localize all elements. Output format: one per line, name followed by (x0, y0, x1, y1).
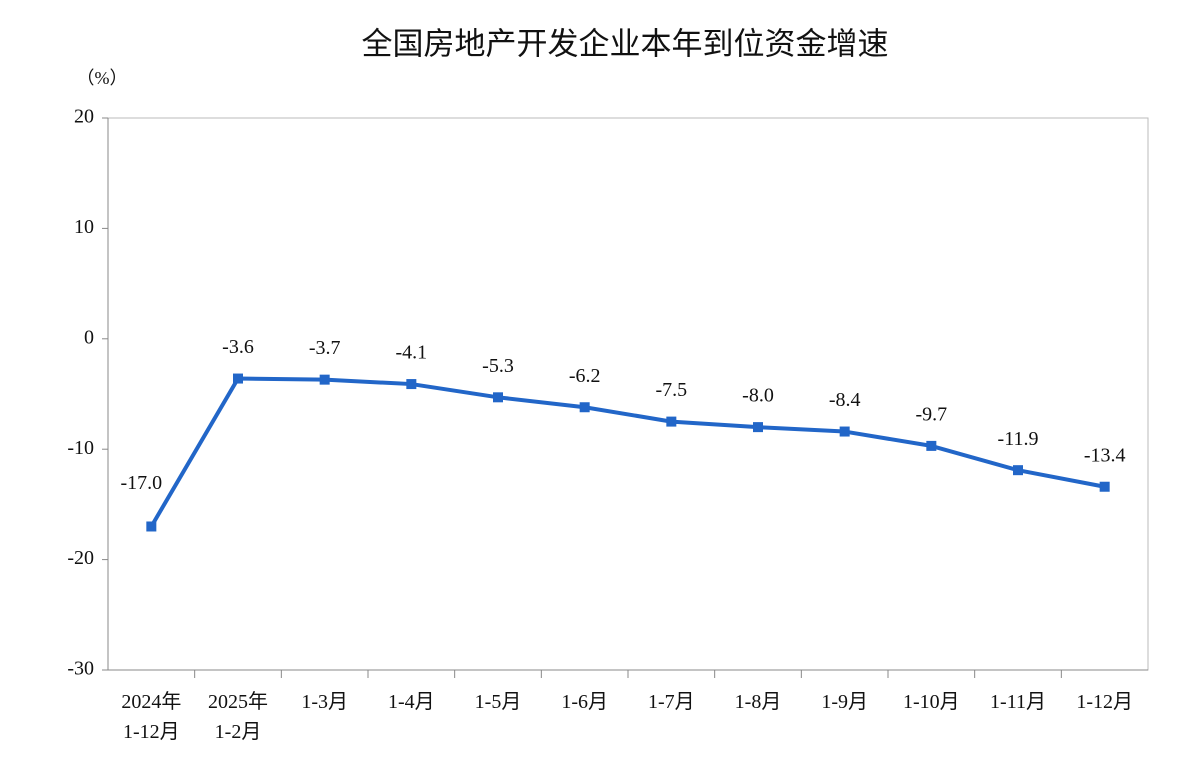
marker (839, 426, 850, 437)
y-axis-label: （%） (77, 68, 128, 88)
marker (233, 373, 243, 384)
plot-frame (107, 117, 1149, 671)
value-label: -4.1 (395, 342, 427, 364)
marker (666, 416, 677, 427)
x-tick-label: 2025年 1-2月 (208, 691, 268, 743)
y-tick-label: 20 (74, 106, 94, 128)
x-tick-label: 1-9月 (821, 691, 868, 713)
x-tick-label: 2024年 1-12月 (121, 691, 182, 743)
y-tick-label: -30 (67, 658, 94, 680)
y-tick-label: -10 (67, 437, 94, 459)
value-label: -3.6 (222, 336, 254, 358)
x-tick-label: 1-12月 (1076, 691, 1133, 713)
marker (579, 402, 590, 413)
value-label: -3.7 (309, 337, 341, 359)
x-tick-label: 1-10月 (902, 691, 960, 713)
value-label: -7.5 (655, 379, 687, 401)
line (149, 376, 1106, 528)
marker (1013, 465, 1023, 476)
x-tick-label: 1-11月 (990, 691, 1046, 713)
value-label: -11.9 (998, 428, 1039, 450)
value-label: -17.0 (120, 472, 162, 494)
marker (926, 440, 937, 451)
marker (146, 521, 157, 532)
value-label: -8.4 (829, 389, 861, 411)
value-label: -13.4 (1084, 444, 1126, 466)
value-label: -5.3 (482, 355, 514, 377)
x-tick-label: 1-7月 (647, 691, 695, 713)
marker (406, 379, 417, 390)
marker (753, 422, 763, 433)
value-label: -6.2 (569, 365, 601, 387)
value-label: -8.0 (742, 385, 774, 407)
x-tick-label: 1-8月 (734, 691, 782, 713)
marker (1099, 481, 1110, 492)
chart-title: 全国房地产开发企业本年到位资金增速 (362, 27, 889, 63)
value-label: -9.7 (915, 403, 947, 425)
marker (493, 392, 503, 403)
marker (319, 374, 330, 385)
x-tick-label: 1-6月 (561, 691, 608, 713)
y-tick-label: 10 (74, 216, 94, 238)
x-tick-label: 1-3月 (301, 691, 348, 713)
y-tick-label: 0 (84, 326, 94, 348)
y-tick-label: -20 (67, 547, 94, 569)
x-tick-label: 1-4月 (387, 691, 435, 713)
x-tick-label: 1-5月 (474, 691, 522, 713)
